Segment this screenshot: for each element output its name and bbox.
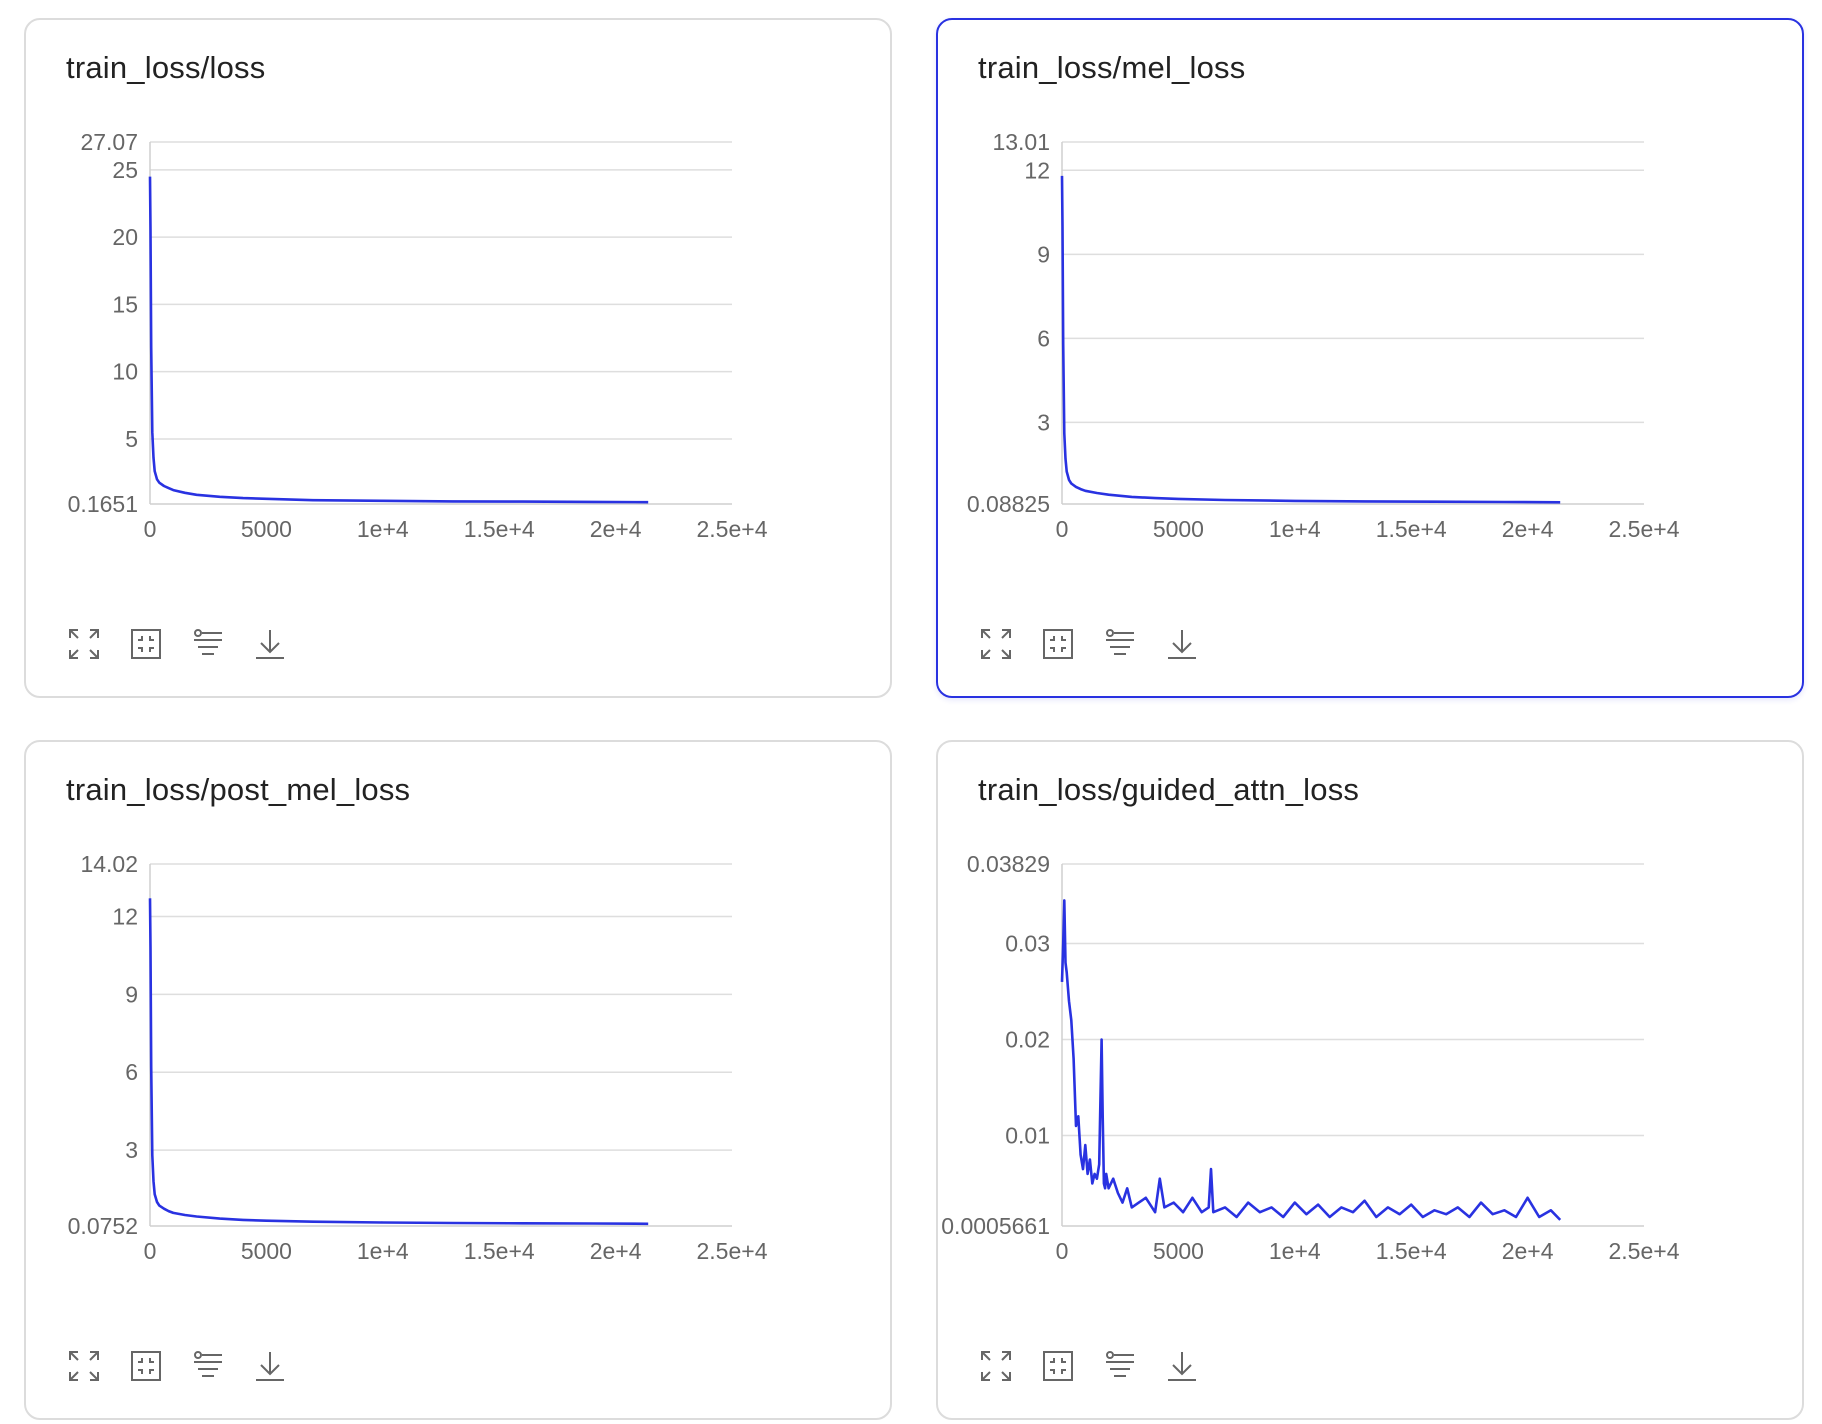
y-tick-label: 3 — [125, 1137, 138, 1163]
download-icon[interactable] — [1164, 1348, 1200, 1384]
y-tick-label: 15 — [112, 291, 138, 317]
download-icon[interactable] — [1164, 626, 1200, 662]
y-tick-label: 6 — [125, 1059, 138, 1085]
x-tick-label: 1.5e+4 — [464, 1238, 535, 1264]
x-tick-label: 2e+4 — [590, 1238, 642, 1264]
y-tick-label: 9 — [1037, 241, 1050, 267]
x-tick-label: 1.5e+4 — [1376, 1238, 1447, 1264]
chart-card-guided-attn-loss[interactable]: train_loss/guided_attn_loss 0.0005661 0.0… — [936, 740, 1804, 1420]
x-tick-label: 1.5e+4 — [464, 516, 535, 542]
series-line — [1060, 899, 1562, 1221]
y-tick-label: 5 — [125, 426, 138, 452]
y-tick-label: 0.1651 — [68, 491, 138, 517]
x-tick-label: 0 — [1056, 516, 1069, 542]
x-tick-label: 1e+4 — [357, 516, 409, 542]
x-tick-label: 1e+4 — [357, 1238, 409, 1264]
x-tick-label: 0 — [1056, 1238, 1069, 1264]
y-tick-label: 0.0752 — [68, 1213, 138, 1239]
download-icon[interactable] — [252, 1348, 288, 1384]
y-tick-label: 0.01 — [1005, 1122, 1050, 1148]
fit-view-icon[interactable] — [128, 626, 164, 662]
line-chart-post-mel-loss: 0.0752 3 6 9 12 14.02 0 5000 1e+4 1.5e+4 2e+4 2.5e+… — [68, 851, 768, 1264]
y-tick-label: 9 — [125, 981, 138, 1007]
series-line — [1060, 175, 1561, 504]
card-title: train_loss/mel_loss — [978, 50, 1246, 85]
fullscreen-icon[interactable] — [978, 1348, 1014, 1384]
y-tick-label: 0.03 — [1005, 931, 1050, 957]
card-title: train_loss/guided_attn_loss — [978, 772, 1360, 807]
x-tick-label: 2.5e+4 — [1609, 516, 1680, 542]
filter-icon[interactable] — [190, 626, 226, 662]
y-tick-label: 14.02 — [80, 851, 138, 877]
fit-view-icon[interactable] — [128, 1348, 164, 1384]
y-tick-label: 0.03829 — [967, 851, 1050, 877]
x-tick-label: 5000 — [1153, 1238, 1204, 1264]
chart-toolbar — [66, 1346, 288, 1386]
y-tick-label: 13.01 — [992, 129, 1050, 155]
fullscreen-icon[interactable] — [978, 626, 1014, 662]
chart-card-loss[interactable]: train_loss/loss 0.1651 5 10 15 20 25 27.07 0 500… — [24, 18, 892, 698]
x-tick-label: 2.5e+4 — [1609, 1238, 1680, 1264]
chart-toolbar — [978, 624, 1200, 664]
chart-card-post-mel-loss[interactable]: train_loss/post_mel_loss 0.0752 3 6 9 12 14.0… — [24, 740, 892, 1420]
x-tick-label: 2e+4 — [590, 516, 642, 542]
card-title: train_loss/post_mel_loss — [66, 772, 411, 807]
line-chart-guided-attn-loss: 0.0005661 0.01 0.02 0.03 0.03829 0 5000 1e+4 1.5… — [941, 851, 1680, 1264]
x-tick-label: 2e+4 — [1502, 516, 1554, 542]
y-tick-label: 27.07 — [80, 129, 138, 155]
filter-icon[interactable] — [1102, 1348, 1138, 1384]
x-tick-label: 5000 — [241, 516, 292, 542]
x-tick-label: 1e+4 — [1269, 516, 1321, 542]
x-tick-label: 2e+4 — [1502, 1238, 1554, 1264]
card-title: train_loss/loss — [66, 50, 266, 85]
y-tick-label: 0.02 — [1005, 1027, 1050, 1053]
chart-card-mel-loss[interactable]: train_loss/mel_loss 0.08825 3 6 9 12 13.01 0 50… — [936, 18, 1804, 698]
fit-view-icon[interactable] — [1040, 1348, 1076, 1384]
fullscreen-icon[interactable] — [66, 1348, 102, 1384]
y-tick-label: 10 — [112, 359, 138, 385]
x-tick-label: 1e+4 — [1269, 1238, 1321, 1264]
download-icon[interactable] — [252, 626, 288, 662]
x-tick-label: 1.5e+4 — [1376, 516, 1447, 542]
y-tick-label: 3 — [1037, 409, 1050, 435]
filter-icon[interactable] — [1102, 626, 1138, 662]
series-line — [148, 898, 649, 1226]
x-tick-label: 5000 — [1153, 516, 1204, 542]
x-tick-label: 0 — [144, 516, 157, 542]
series-line — [148, 176, 649, 504]
y-tick-label: 25 — [112, 157, 138, 183]
chart-toolbar — [978, 1346, 1200, 1386]
x-tick-label: 0 — [144, 1238, 157, 1264]
x-tick-label: 2.5e+4 — [697, 516, 768, 542]
y-tick-label: 12 — [1024, 157, 1050, 183]
y-tick-label: 20 — [112, 224, 138, 250]
x-tick-label: 2.5e+4 — [697, 1238, 768, 1264]
x-tick-label: 5000 — [241, 1238, 292, 1264]
filter-icon[interactable] — [190, 1348, 226, 1384]
fit-view-icon[interactable] — [1040, 626, 1076, 662]
chart-toolbar — [66, 624, 288, 664]
fullscreen-icon[interactable] — [66, 626, 102, 662]
y-tick-label: 12 — [112, 903, 138, 929]
y-tick-label: 6 — [1037, 325, 1050, 351]
y-tick-label: 0.0005661 — [941, 1213, 1050, 1239]
y-tick-label: 0.08825 — [967, 491, 1050, 517]
